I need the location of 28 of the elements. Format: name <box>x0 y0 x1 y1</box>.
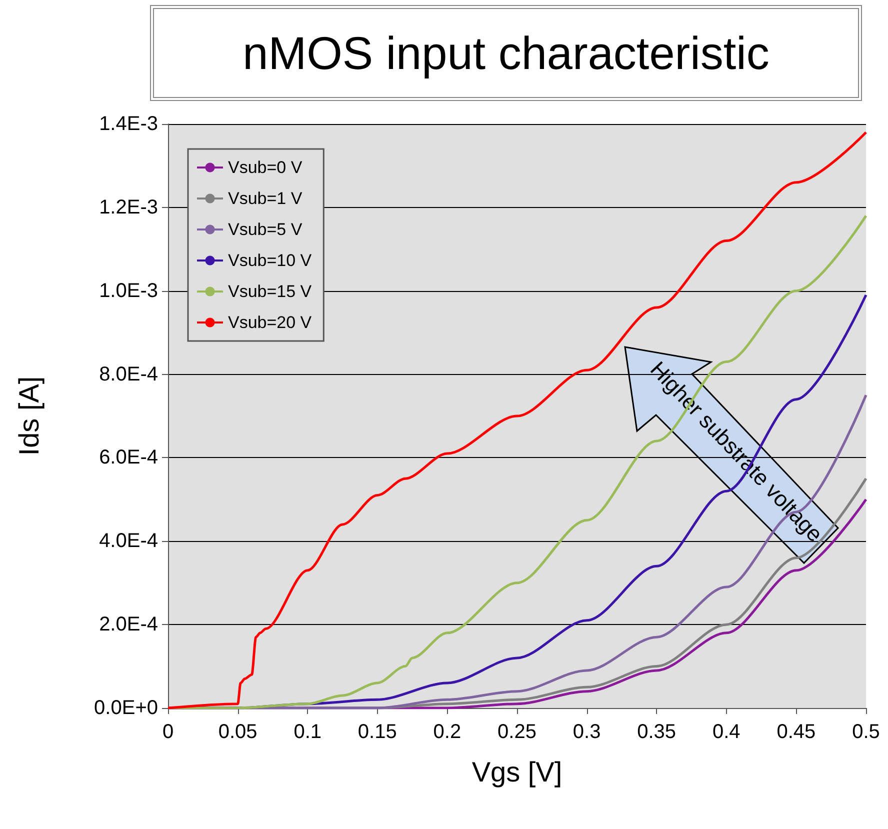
x-tick-label: 0.05 <box>218 721 258 743</box>
y-tick-label: 8.0E-4 <box>99 363 158 386</box>
y-tick-label: 2.0E-4 <box>99 614 158 636</box>
x-tick-label: 0 <box>162 721 174 743</box>
x-axis-title: Vgs [V] <box>472 756 562 788</box>
x-tick-label: 0.2 <box>433 721 462 743</box>
x-tick-label: 0.5 <box>852 721 880 743</box>
legend-label: Vsub=0 V <box>228 158 303 177</box>
chart-title: nMOS input characteristic <box>150 5 862 101</box>
x-tick-label: 0.45 <box>776 721 816 743</box>
x-tick-label: 0.3 <box>572 721 601 743</box>
y-axis-title: Ids [A] <box>14 376 44 456</box>
legend-label: Vsub=20 V <box>228 313 312 332</box>
x-tick-label: 0.35 <box>637 721 676 743</box>
x-tick-label: 0.15 <box>358 721 397 743</box>
y-tick-label: 1.2E-3 <box>99 196 158 218</box>
x-tick-label: 0.25 <box>498 721 536 743</box>
legend-label: Vsub=1 V <box>228 189 303 208</box>
x-tick-label: 0.4 <box>712 721 740 743</box>
y-tick-label: 6.0E-4 <box>99 446 158 469</box>
y-tick-label: 1.0E-3 <box>99 280 158 302</box>
legend-label: Vsub=5 V <box>228 220 303 239</box>
y-tick-label: 4.0E-4 <box>99 530 158 552</box>
x-tick-label: 0.1 <box>294 721 322 743</box>
legend-label: Vsub=10 V <box>228 251 312 270</box>
y-tick-label: 1.4E-3 <box>99 113 158 135</box>
legend-label: Vsub=15 V <box>228 282 312 301</box>
y-tick-label: 0.0E+0 <box>94 697 158 719</box>
